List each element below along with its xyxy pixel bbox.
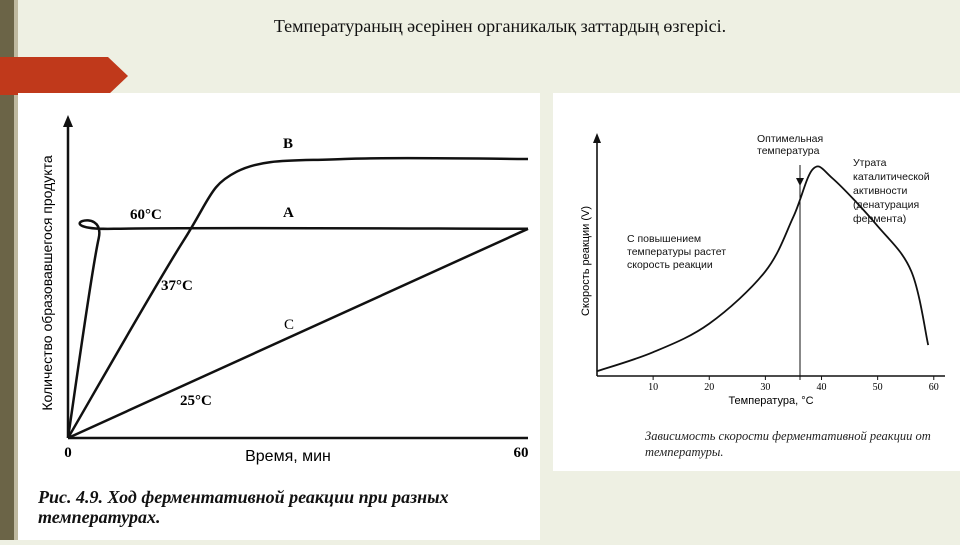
y-axis-arrow-icon: [63, 115, 73, 127]
temperature-rate-chart: 10 20 30 40 50 60 Скорость реакции (V) Темпер…: [553, 93, 960, 471]
x-tick-label: 10: [648, 382, 658, 393]
sidebar-stripe-light: [14, 0, 18, 540]
series-line: [67, 227, 529, 440]
peak-annotation: Оптимельная температура: [757, 133, 824, 157]
temperature-rate-chart-svg: 10 20 30 40 50 60 Скорость реакции (V) Темпер…: [580, 133, 945, 407]
reaction-time-chart: 0 60 Время, мин Количество образовавшего…: [18, 93, 540, 540]
y-axis-arrow-icon: [593, 133, 601, 143]
x-tick-label: 20: [704, 382, 714, 393]
x-tick-label: 30: [760, 382, 770, 393]
curve-letter-label: C: [284, 317, 294, 333]
sidebar-stripe: [0, 0, 14, 540]
y-axis-label: Количество образовавшегося продукта: [39, 155, 55, 410]
series-name-label: 60°C: [130, 207, 162, 223]
figure-caption: Зависимость скорости ферментативной реак…: [645, 429, 931, 459]
x-tick-label: 60: [514, 445, 529, 461]
x-tick-label: 0: [64, 445, 72, 461]
series-line: [66, 219, 529, 439]
series-line: [596, 165, 930, 373]
rising-rate-annotation: С повышением температуры растет скорость…: [627, 233, 727, 271]
optimum-arrow-icon: [796, 178, 804, 186]
x-axis-label: Температура, °С: [728, 395, 813, 407]
slide-title: Температураның әсерінен органикалық затт…: [273, 16, 727, 36]
denaturation-annotation: Утрата каталитической активности (денату…: [853, 157, 930, 225]
accent-ribbon: [0, 57, 128, 95]
curve-letter-label: B: [283, 136, 293, 152]
reaction-time-chart-svg: 0 60 Время, мин Количество образовавшего…: [39, 115, 529, 465]
curve-letter-label: A: [283, 205, 294, 221]
figure-caption: Рис. 4.9. Ход ферментативной реакции при…: [38, 487, 449, 527]
y-axis-label: Скорость реакции (V): [580, 206, 592, 316]
series-name-label: 25°C: [180, 393, 212, 409]
series-line: [66, 156, 529, 439]
x-tick-label: 40: [817, 382, 827, 393]
series-name-label: 37°C: [161, 278, 193, 294]
x-tick-label: 60: [929, 382, 939, 393]
x-axis-label: Время, мин: [245, 448, 331, 465]
x-tick-label: 50: [873, 382, 883, 393]
